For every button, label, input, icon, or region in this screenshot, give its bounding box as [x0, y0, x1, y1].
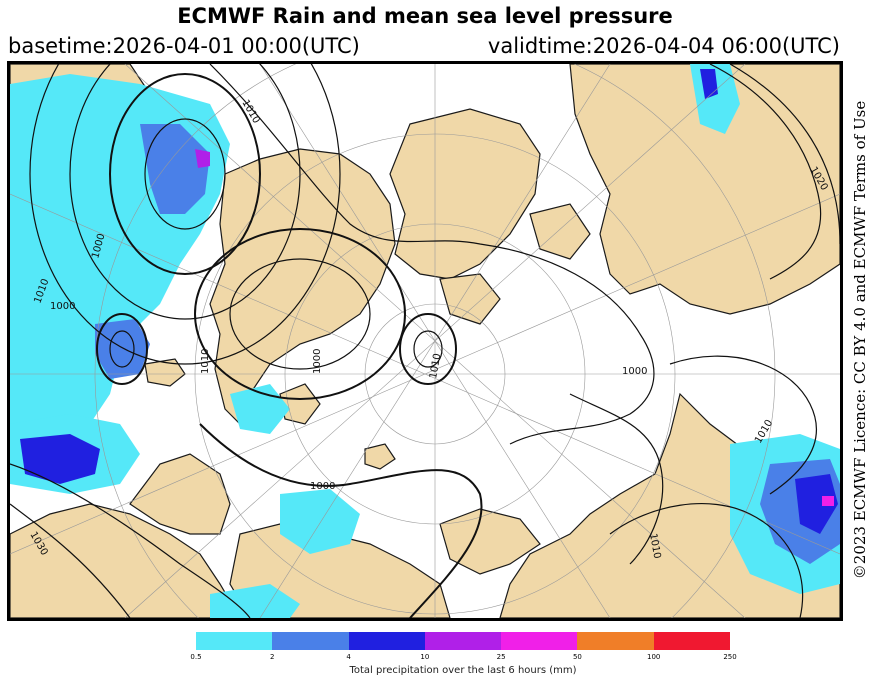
legend-swatch: [501, 632, 578, 650]
isobar-low-atlantic: [29, 64, 341, 365]
legend-tick: 25: [496, 653, 506, 661]
precip-north-atlantic: [10, 74, 230, 444]
isobar-label: 1000: [312, 349, 323, 374]
isobar-arctic: [209, 64, 655, 445]
isobar-layer: [10, 64, 840, 618]
precip-layer: [10, 64, 840, 618]
land-scandinavia: [129, 453, 231, 535]
isobar-pacific: [729, 64, 840, 245]
legend-title: Total precipitation over the last 6 hour…: [349, 665, 577, 676]
isobar-low-iceland: [96, 313, 148, 385]
precip-pacific-north-core: [700, 69, 718, 99]
isobar-label: 1010: [200, 349, 211, 374]
isobar-label: 1010: [647, 533, 662, 560]
legend-ticks: 0.5 2 4 10 25 50 100 250: [190, 653, 736, 663]
isobar-europe: [10, 463, 251, 618]
license-credit: ©2023 ECMWF Licence: CC BY 4.0 and ECMWF…: [849, 62, 870, 617]
precip-legend: [196, 632, 730, 650]
legend-swatch: [424, 632, 502, 650]
legend-swatch: [272, 632, 349, 650]
isobar-label: 1010: [428, 353, 443, 380]
isobar-low-pole: [399, 313, 457, 385]
isobar-low-pole: [413, 330, 443, 368]
land-franz-josef: [364, 443, 396, 470]
meridian-line: [10, 193, 840, 555]
precip-kara: [280, 489, 360, 554]
weather-map: 1010 1010 1000 1010 1000 1010 1020 1000 …: [7, 61, 843, 621]
land-iceland: [144, 358, 186, 387]
isobar-pacific: [709, 64, 822, 280]
isobar-greenland-high: [229, 258, 371, 370]
graticule: [10, 64, 840, 618]
isobar-label: 1000: [50, 301, 75, 312]
map-canvas: 1010 1010 1000 1010 1000 1010 1020 1000 …: [10, 64, 840, 618]
legend-tick: 10: [420, 653, 430, 661]
legend-tick: 4: [346, 653, 351, 661]
legend-tick: 50: [572, 653, 582, 661]
basetime-label: basetime:2026-04-01 00:00(UTC): [8, 34, 360, 58]
isobar-siberia: [609, 503, 804, 618]
precip-europe: [210, 584, 300, 618]
chart-title: ECMWF Rain and mean sea level pressure: [177, 4, 673, 28]
land-canadian-arctic: [389, 108, 541, 280]
isobar-label: 1000: [310, 481, 335, 492]
isobar-arctic: [199, 423, 483, 618]
isobar-low-atlantic: [69, 64, 301, 320]
isobar-label: 1000: [622, 366, 647, 377]
legend-swatch: [348, 632, 425, 650]
precip-norway-core: [20, 434, 100, 484]
meridian-line: [259, 64, 611, 618]
legend-swatch: [653, 632, 730, 650]
isobar-low-atlantic: [144, 118, 226, 230]
precip-siberia-heavy: [795, 474, 838, 534]
precip-siberia-max: [822, 496, 834, 506]
precip-atlantic-inner: [140, 124, 210, 214]
legend-swatch: [577, 632, 654, 650]
land-europe: [10, 503, 241, 618]
legend-swatch: [196, 632, 273, 650]
precip-atlantic-heavy: [195, 149, 210, 168]
isobar-low-atlantic: [109, 73, 261, 275]
isobar-europe: [10, 503, 131, 618]
license-credit-text: ©2023 ECMWF Licence: CC BY 4.0 and ECMWF…: [851, 100, 869, 579]
isobar-greenland-high: [194, 228, 406, 400]
legend-tick: 0.5: [190, 653, 202, 661]
legend-tick: 100: [647, 653, 661, 661]
validtime-label: validtime:2026-04-04 06:00(UTC): [487, 34, 840, 58]
legend-tick: 250: [723, 653, 737, 661]
land-island-a: [439, 273, 501, 325]
land-north-america: [569, 64, 840, 315]
isobar-low-iceland: [109, 330, 135, 368]
legend-tick: 2: [270, 653, 275, 661]
precip-low-iceland: [95, 319, 150, 379]
land-island-b: [529, 203, 591, 260]
isobar-siberia: [669, 355, 818, 495]
land-central-siberia: [439, 508, 541, 575]
isobar-central: [569, 393, 664, 565]
